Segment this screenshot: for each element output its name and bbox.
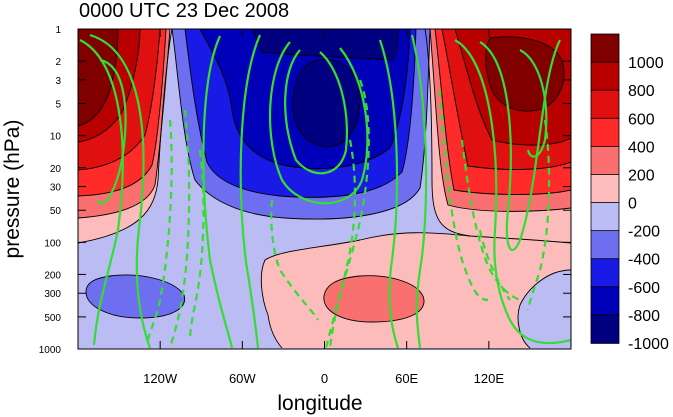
green-contour-dashed-west-2 [168,109,191,349]
green-contour-dashed-central-2 [324,139,357,349]
green-contour-solid-central-4 [268,41,369,205]
green-contour-dashed-west-1 [146,119,173,341]
colorbar-swatch [590,258,620,288]
green-contour-solid-west-1 [79,39,124,346]
y-tick-label: 50 [50,206,62,217]
shade-negative-southeast [518,270,571,348]
colorbar-label: 800 [628,83,655,100]
colorbar-swatch [590,230,620,260]
y-axis: 1 2 3 5 10 20 30 50 100 200 300 500 1000 [39,25,571,356]
green-contour-solid-east-3 [519,49,548,158]
y-tick-label: 10 [50,132,62,143]
colorbar-swatch [590,314,620,344]
colorbar-label: 200 [628,167,655,184]
y-tick-label: 2 [55,57,61,68]
x-tick-label: 0 [321,371,328,386]
shade-central-ridge-400 [323,275,425,322]
colorbar-label: -600 [628,280,660,297]
shade-central-1000-core [292,59,361,147]
green-contour-solid-central-3 [284,49,348,175]
y-tick-label: 3 [55,76,61,87]
green-contour-dashed-east-3 [526,119,551,311]
x-axis-label: longitude [277,392,362,415]
chart-title: 0000 UTC 23 Dec 2008 [79,0,289,22]
shade-central-1000-upper [252,29,398,60]
green-contour-solid-central-6 [410,34,428,349]
colorbar-label: 0 [628,196,637,213]
colorbar-label: -1000 [628,336,669,353]
colorbar-label: 1000 [628,55,664,72]
x-axis: 120W 60W 0 60E 120E [143,29,504,386]
green-contours-dashed [146,79,551,349]
y-tick-label: 500 [44,313,61,324]
green-contour-solid-east-1 [479,39,561,252]
green-contour-solid-west-3 [96,58,127,205]
green-contour-dashed-east-2 [460,139,521,302]
colorbar-swatch [590,89,620,120]
y-axis-label: pressure (hPa) [1,120,24,259]
colorbar-label: 400 [628,139,655,156]
colorbar-swatch [590,174,620,204]
x-tick-label: 120E [474,371,505,386]
x-tick-label: 120W [143,371,178,386]
y-tick-label: 200 [44,270,61,281]
shade-west-trough-400 [86,274,185,318]
colorbar-swatch [590,117,620,148]
colorbar-swatch [590,61,620,91]
y-tick-label: 300 [44,289,61,300]
colorbar-legend: 1000 800 600 400 200 0 -200 -400 -600 -800 -1000 [590,33,669,353]
green-contour-solid-central-1 [202,35,234,349]
shade-west-1000 [78,29,118,126]
green-contour-dashed-east-1 [438,89,489,302]
colorbar-label: -400 [628,252,660,269]
green-contour-solid-central-5 [378,39,400,349]
colorbar-swatch [590,145,620,176]
green-contour-solid-west-2 [89,33,152,349]
x-tick-label: 60W [229,371,256,386]
y-tick-label: 1000 [39,345,62,356]
y-tick-label: 5 [55,100,61,111]
colorbar-swatch [590,286,620,316]
y-tick-label: 100 [44,238,61,249]
y-tick-label: 30 [50,183,62,194]
x-tick-label: 60E [395,371,418,386]
green-contour-solid-central-2 [239,34,262,349]
colorbar-label: -800 [628,308,660,325]
green-contour-solid-east-2 [454,39,571,345]
plot-area [78,29,571,349]
green-contour-dashed-central-3 [270,199,319,321]
y-tick-label: 1 [55,25,61,36]
colorbar-label: 600 [628,111,655,128]
green-contour-dashed-west-3 [188,149,205,341]
green-contours [79,33,571,349]
y-tick-label: 20 [50,164,62,175]
colorbar-swatch [590,33,620,63]
colorbar-label: -200 [628,224,660,241]
colorbar-swatch [590,202,620,232]
